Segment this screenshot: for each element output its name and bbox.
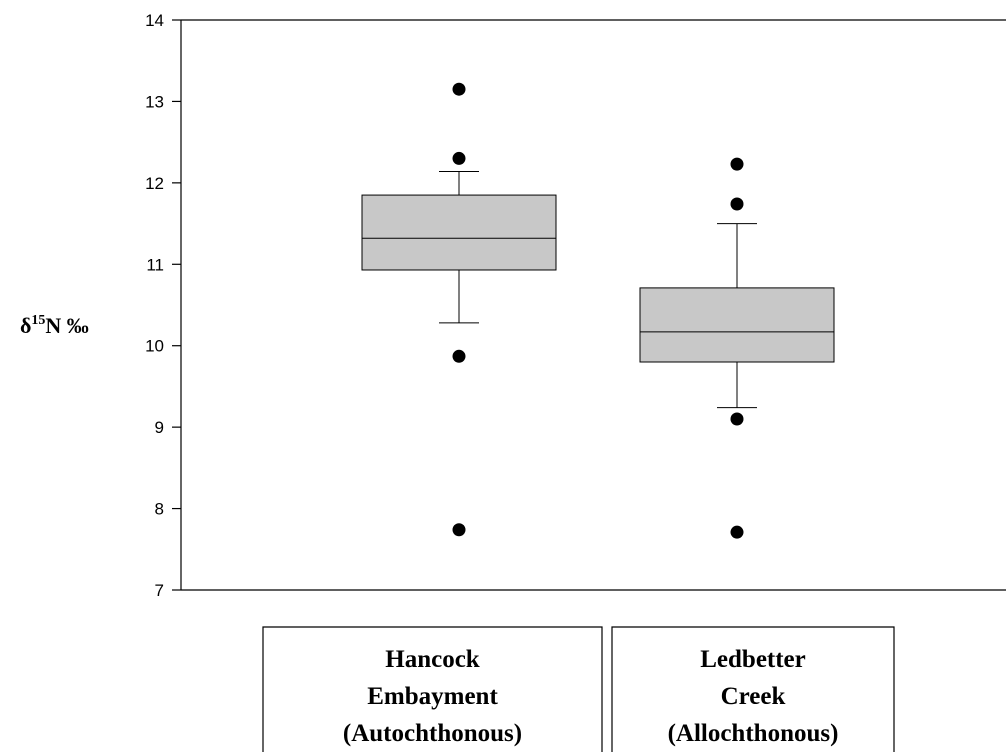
y-tick-label: 9 [155, 418, 164, 437]
box-group [361, 82, 557, 537]
category-label-border [611, 626, 895, 752]
boxes [361, 82, 835, 539]
axes [180, 19, 1006, 591]
y-tick-label: 8 [155, 500, 164, 519]
y-axis-label-prefix: δ [20, 313, 31, 338]
y-tick-label: 13 [145, 92, 164, 111]
outlier-point [452, 82, 466, 96]
category-label-line: Ledbetter [700, 646, 806, 673]
y-axis-ticks: 7 8 9 10 11 12 13 14 [145, 11, 181, 600]
y-tick-label: 14 [145, 11, 164, 30]
category-label-border [262, 626, 603, 752]
outlier-point [452, 151, 466, 165]
category-labels: Hancock Embayment (Autochthonous) Ledbetter… [262, 626, 895, 752]
y-tick-label: 11 [146, 255, 164, 274]
outlier-point [730, 412, 744, 426]
box-group [639, 157, 835, 539]
y-tick-label: 10 [145, 337, 164, 356]
category-label-line: (Allochthonous) [668, 720, 839, 747]
y-tick-label: 12 [145, 174, 164, 193]
outlier-point [730, 157, 744, 171]
outlier-point [730, 525, 744, 539]
category-label-line: Embayment [367, 683, 498, 710]
y-axis-label-superscript: 15 [31, 313, 45, 328]
y-axis-label-suffix: N ‰ [45, 313, 88, 338]
outlier-point [452, 523, 466, 537]
interquartile-box [639, 287, 835, 363]
category-label-line: Hancock [385, 646, 480, 673]
category-label-box: Ledbetter Creek (Allochthonous) [611, 626, 895, 752]
category-label-line: (Autochthonous) [343, 720, 522, 747]
outlier-point [730, 197, 744, 211]
y-tick-label: 7 [155, 581, 164, 600]
outlier-point [452, 349, 466, 363]
category-label-line: Creek [721, 683, 786, 710]
category-label-box: Hancock Embayment (Autochthonous) [262, 626, 603, 752]
interquartile-box [361, 194, 557, 271]
y-axis-label: δ15N ‰ [20, 313, 89, 338]
